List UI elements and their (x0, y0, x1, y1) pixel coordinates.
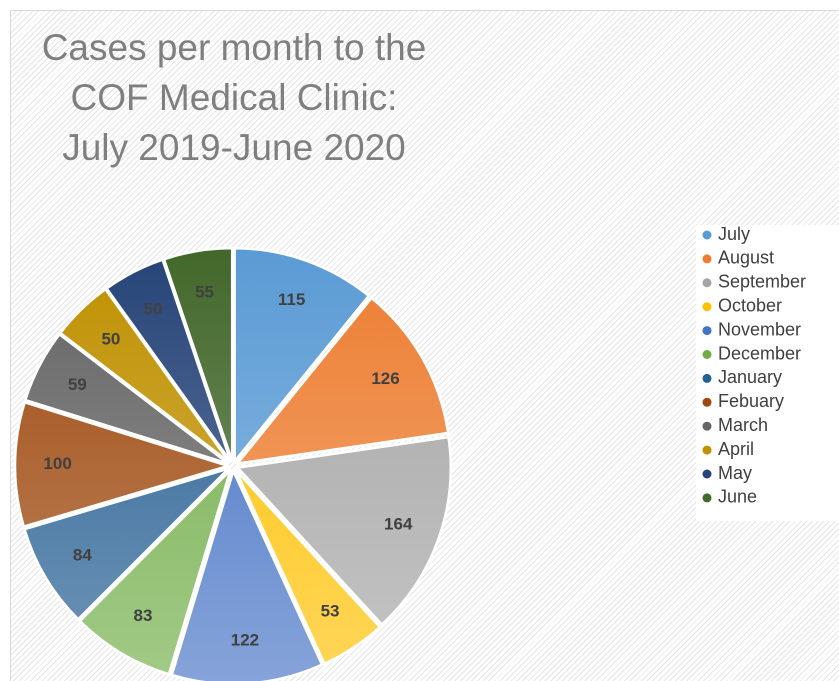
pie-slice (24, 333, 230, 465)
pie-slice (234, 468, 382, 666)
data-label: 55 (195, 282, 214, 301)
legend-label: April (718, 439, 754, 459)
legend-label: September (718, 272, 806, 292)
data-label: 115 (278, 290, 305, 309)
legend-label: Febuary (718, 391, 784, 411)
legend-marker (702, 397, 712, 407)
data-label: 50 (144, 299, 163, 318)
legend-marker (702, 230, 712, 240)
legend-label: October (718, 295, 782, 315)
pie-slice (233, 247, 371, 463)
legend-label: June (718, 487, 757, 507)
pie-slice (236, 435, 452, 626)
legend-marker (702, 254, 712, 264)
legend-label: March (718, 415, 768, 435)
legend-label: July (718, 224, 750, 244)
legend-marker (702, 469, 712, 479)
legend-marker (702, 278, 712, 288)
pie-slice (13, 401, 230, 528)
legend-marker (702, 302, 712, 312)
legend-label: May (718, 463, 752, 483)
legend-label: November (718, 319, 801, 339)
data-label: 126 (371, 369, 399, 388)
data-label: 59 (68, 375, 87, 394)
data-label: 53 (321, 602, 340, 621)
pie-slice (78, 469, 232, 676)
pie-slice (105, 258, 232, 463)
data-label: 164 (384, 514, 413, 533)
pie-slice (170, 469, 324, 681)
legend-label: December (718, 343, 801, 363)
legend-marker (702, 350, 712, 359)
pie-slice (59, 288, 231, 464)
data-label: 122 (231, 630, 259, 649)
data-label: 84 (73, 545, 92, 564)
data-label: 100 (43, 454, 71, 473)
legend-box (696, 225, 839, 521)
pie-slice (162, 246, 234, 463)
data-label: 83 (134, 606, 153, 625)
legend-marker (702, 326, 712, 336)
legend-marker (702, 445, 712, 455)
pie-slice (236, 296, 450, 465)
legend-marker (702, 373, 712, 383)
chart-title: Cases per month to the COF Medical Clini… (41, 27, 427, 168)
legend-label: August (718, 248, 774, 268)
legend-label: January (718, 367, 782, 387)
pie-slice (23, 467, 230, 621)
legend-marker (702, 421, 712, 431)
legend-marker (702, 493, 712, 503)
data-label: 50 (101, 330, 120, 349)
